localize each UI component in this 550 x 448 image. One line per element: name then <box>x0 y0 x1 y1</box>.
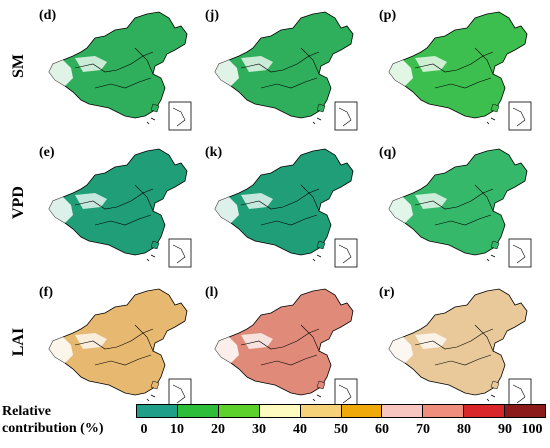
row-label-sm: SM <box>10 54 27 78</box>
colorbar-tick-label: 10 <box>170 422 184 437</box>
legend-title-line2: contribution (%) <box>2 421 104 436</box>
panel-label: (q) <box>379 145 397 160</box>
colorbar-segment <box>341 405 383 417</box>
colorbar-tick-label: 80 <box>457 422 471 437</box>
row-label-vpd: VPD <box>10 186 27 219</box>
colorbar-segment <box>218 405 260 417</box>
map-panel: (p) <box>375 8 540 138</box>
colorbar-tick-label: 30 <box>252 422 266 437</box>
panel-label: (j) <box>205 8 219 23</box>
colorbar-segment <box>137 405 178 417</box>
map-panel: (q) <box>375 145 540 275</box>
china-map <box>48 148 192 268</box>
panel-label: (f) <box>39 285 53 300</box>
map-panel: (k) <box>201 145 366 275</box>
map-panel: (d) <box>35 8 200 138</box>
colorbar-tick-label: 40 <box>293 422 307 437</box>
panel-label: (p) <box>379 8 397 23</box>
colorbar-ticks: 0 10 20 30 40 50 60 70 80 90 100 <box>136 422 546 442</box>
colorbar-segment <box>505 405 546 417</box>
colorbar-segment <box>300 405 342 417</box>
map-panel: (l) <box>201 285 366 415</box>
panel-label: (r) <box>379 285 395 300</box>
colorbar-segment <box>259 405 301 417</box>
row-label-lai: LAI <box>10 327 27 357</box>
colorbar-segment <box>177 405 219 417</box>
colorbar-tick-label: 50 <box>334 422 348 437</box>
map-panel: (e) <box>35 145 200 275</box>
panel-label: (k) <box>205 145 223 160</box>
china-map <box>48 288 192 408</box>
colorbar-tick-label: 60 <box>375 422 389 437</box>
colorbar-tick-label: 20 <box>211 422 225 437</box>
china-map <box>388 11 532 131</box>
colorbar <box>136 404 546 418</box>
legend-title-line1: Relative <box>2 404 51 419</box>
colorbar-segment <box>464 405 506 417</box>
panel-label: (l) <box>205 285 219 300</box>
colorbar-tick-label: 100 <box>521 422 543 437</box>
china-map <box>388 148 532 268</box>
china-map <box>214 288 358 408</box>
china-map <box>388 288 532 408</box>
colorbar-tick-label: 70 <box>416 422 430 437</box>
china-map <box>214 148 358 268</box>
panel-label: (e) <box>39 145 55 160</box>
legend-title: Relative contribution (%) <box>2 403 132 437</box>
map-panel: (j) <box>201 8 366 138</box>
colorbar-segment <box>423 405 465 417</box>
colorbar-tick-label: 90 <box>498 422 512 437</box>
colorbar-segment <box>382 405 424 417</box>
map-panel: (f) <box>35 285 200 415</box>
map-panel: (r) <box>375 285 540 415</box>
china-map <box>214 11 358 131</box>
panel-label: (d) <box>39 8 57 23</box>
china-map <box>48 11 192 131</box>
colorbar-tick-label: 0 <box>140 422 148 437</box>
